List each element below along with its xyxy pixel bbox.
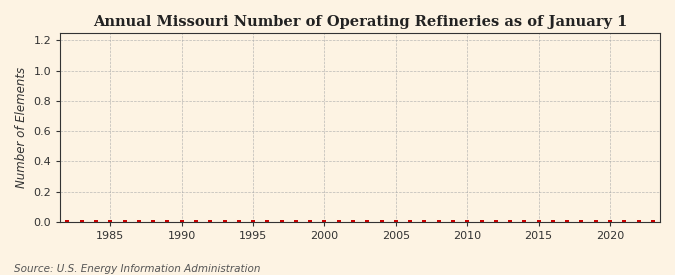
Y-axis label: Number of Elements: Number of Elements bbox=[15, 67, 28, 188]
Title: Annual Missouri Number of Operating Refineries as of January 1: Annual Missouri Number of Operating Refi… bbox=[93, 15, 627, 29]
Text: Source: U.S. Energy Information Administration: Source: U.S. Energy Information Administ… bbox=[14, 264, 260, 274]
